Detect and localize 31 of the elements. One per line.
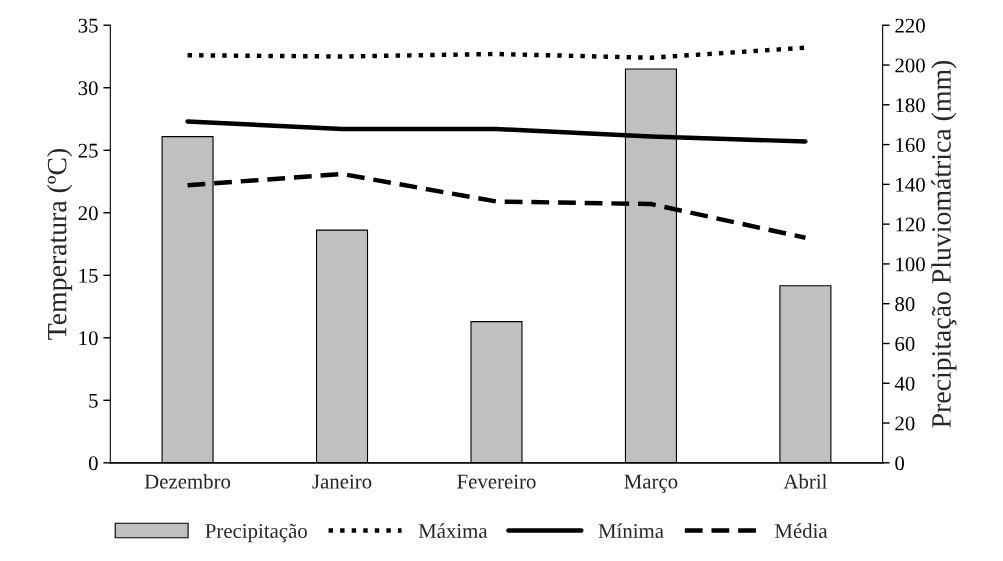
y-tick-label: 0 (88, 456, 98, 471)
legend-label: Máxima (418, 523, 488, 539)
y2-tick-label: 0 (895, 456, 905, 471)
y-tick-label: 15 (79, 268, 98, 283)
y-tick-label: 20 (78, 206, 98, 221)
y-tick-label: 5 (89, 393, 98, 408)
x-tick-label: Março (624, 474, 678, 493)
y-tick-label: 10 (79, 331, 98, 346)
y2-tick-label: 200 (895, 58, 925, 73)
y2-tick-label: 100 (896, 257, 925, 272)
y2-tick-label: 40 (894, 376, 915, 391)
x-tick-label: Dezembro (144, 473, 231, 489)
x-tick-label: Janeiro (312, 474, 372, 489)
y2-axis-title: Precipitação Pluviomátrica (mm) (931, 60, 957, 428)
y2-tick-label: 220 (895, 18, 925, 33)
y-axis-title: Temperatura (ºC) (46, 148, 73, 340)
y2-tick-label: 80 (895, 297, 915, 312)
y-tick-label: 30 (78, 81, 98, 96)
y2-tick-label: 60 (895, 336, 915, 351)
y2-tick-label: 180 (896, 98, 925, 113)
y2-tick-label: 20 (895, 416, 915, 431)
legend-label: Média (774, 523, 828, 539)
y2-tick-label: 140 (896, 177, 925, 192)
legend-label: Precipitação (205, 523, 307, 543)
x-tick-label: Fevereiro (457, 474, 536, 489)
legend-label: Mínima (598, 523, 664, 539)
y-tick-label: 35 (78, 18, 98, 33)
y-tick-label: 25 (78, 143, 98, 158)
y2-tick-label: 120 (896, 217, 925, 232)
x-tick-label: Abril (783, 473, 827, 489)
y2-tick-label: 160 (896, 137, 925, 153)
